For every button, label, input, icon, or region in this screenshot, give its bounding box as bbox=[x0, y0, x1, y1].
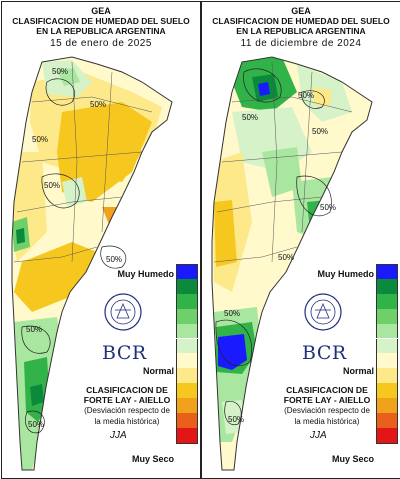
legend-swatch bbox=[176, 338, 198, 354]
legend-swatch bbox=[176, 398, 198, 413]
legend-top-label: Muy Humedo bbox=[117, 269, 174, 279]
legend-swatch bbox=[376, 278, 398, 294]
contour-label: 50% bbox=[298, 91, 314, 100]
bcr-logo: BCR bbox=[102, 342, 147, 364]
argentina-map-december: 50% 50% 50% 50% 50% 50% 50% bbox=[211, 56, 373, 471]
legend-middle-label: Normal bbox=[142, 366, 174, 376]
panel-date: 11 de diciembre de 2024 bbox=[240, 38, 362, 49]
legend-swatch bbox=[376, 264, 398, 280]
contour-label: 50% bbox=[224, 309, 240, 318]
legend-top-label: Muy Humedo bbox=[317, 269, 374, 279]
argentina-map-january: 50% 50% 50% 50% 50% 50% 50% bbox=[11, 56, 173, 471]
legend-swatch bbox=[176, 293, 198, 309]
legend-bottom-label: Muy Seco bbox=[131, 454, 174, 464]
contour-label: 50% bbox=[320, 203, 336, 212]
legend-swatch bbox=[176, 308, 198, 324]
bcr-seal bbox=[104, 293, 142, 331]
legend-swatch bbox=[376, 383, 398, 399]
legend-swatch bbox=[376, 323, 398, 339]
signature: JJA bbox=[110, 430, 127, 441]
panel-title: GEA bbox=[91, 6, 111, 16]
legend-bottom-label: Muy Seco bbox=[331, 454, 374, 464]
legend-middle-label: Normal bbox=[342, 366, 374, 376]
legend-swatch bbox=[176, 323, 198, 339]
classification-note: CLASIFICACION DE FORTE LAY - AIELLO (Des… bbox=[83, 385, 171, 426]
legend-swatch bbox=[376, 413, 398, 428]
panel-subtitle-1: CLASIFICACION DE HUMEDAD DEL SUELO bbox=[12, 16, 190, 26]
panel-title: GEA bbox=[291, 6, 311, 16]
legend-swatch bbox=[176, 427, 198, 444]
contour-label: 50% bbox=[106, 255, 122, 264]
signature: JJA bbox=[310, 430, 327, 441]
bcr-seal bbox=[304, 293, 342, 331]
legend-swatch bbox=[376, 398, 398, 413]
panel-subtitle-1: CLASIFICACION DE HUMEDAD DEL SUELO bbox=[212, 16, 390, 26]
legend-swatch bbox=[176, 264, 198, 280]
legend-swatch bbox=[176, 413, 198, 428]
legend-swatch bbox=[376, 353, 398, 369]
legend-swatch bbox=[376, 368, 398, 384]
legend-swatch bbox=[176, 278, 198, 294]
contour-label: 50% bbox=[44, 181, 60, 190]
legend-swatch bbox=[376, 427, 398, 444]
contour-label: 50% bbox=[278, 253, 294, 262]
legend-swatch bbox=[176, 368, 198, 384]
classification-note: CLASIFICACION DE FORTE LAY - AIELLO (Des… bbox=[283, 385, 371, 426]
contour-label: 50% bbox=[312, 127, 328, 136]
contour-label: 50% bbox=[242, 113, 258, 122]
legend-swatch bbox=[376, 293, 398, 309]
legend-swatch bbox=[376, 308, 398, 324]
panel-subtitle-2: EN LA REPUBLICA ARGENTINA bbox=[36, 26, 166, 36]
contour-label: 50% bbox=[228, 415, 244, 424]
contour-label: 50% bbox=[26, 325, 42, 334]
contour-label: 50% bbox=[90, 100, 106, 109]
bcr-logo: BCR bbox=[302, 342, 347, 364]
contour-label: 50% bbox=[28, 420, 44, 429]
legend-swatch bbox=[176, 353, 198, 369]
contour-label: 50% bbox=[32, 135, 48, 144]
panel-december: GEA CLASIFICACION DE HUMEDAD DEL SUELO E… bbox=[201, 1, 400, 479]
legend-swatch bbox=[376, 338, 398, 354]
panel-january: GEA CLASIFICACION DE HUMEDAD DEL SUELO E… bbox=[1, 1, 201, 479]
legend-swatch bbox=[176, 383, 198, 399]
panel-date: 15 de enero de 2025 bbox=[50, 38, 152, 49]
panel-subtitle-2: EN LA REPUBLICA ARGENTINA bbox=[236, 26, 366, 36]
contour-label: 50% bbox=[52, 67, 68, 76]
